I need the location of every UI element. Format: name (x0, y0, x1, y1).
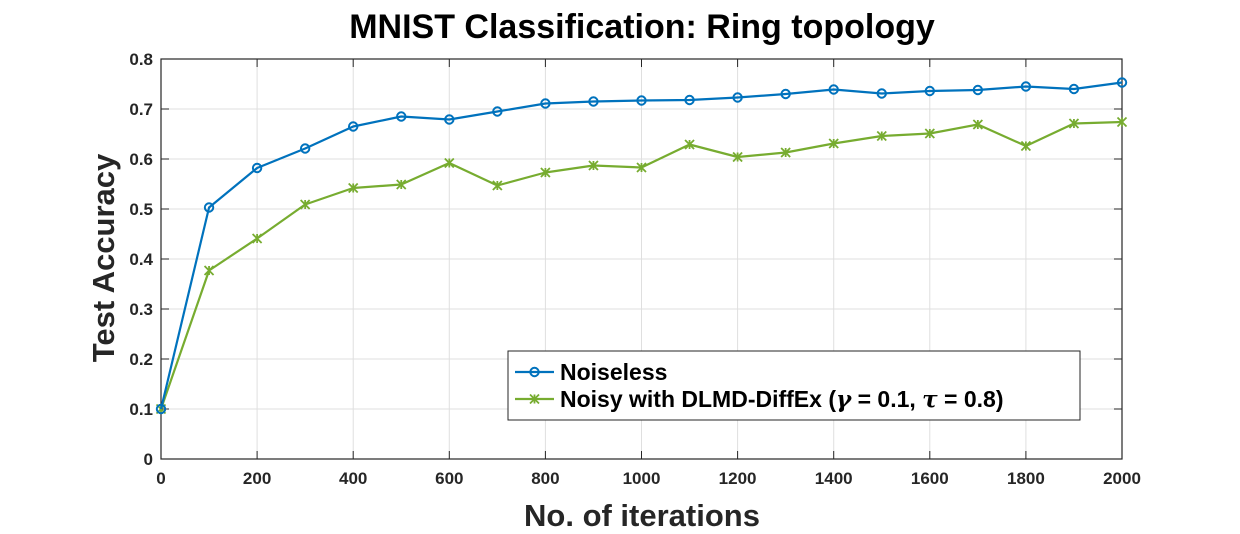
data-point (1020, 140, 1032, 152)
data-point (1068, 118, 1080, 129)
y-tick-labels: 0 0.1 0.2 0.3 0.4 0.5 0.6 0.7 0.8 (129, 50, 153, 469)
legend-swatch-marker (529, 366, 540, 378)
x-tick-label: 200 (243, 469, 271, 488)
data-point (444, 114, 455, 125)
data-point (299, 143, 311, 154)
series-line (159, 81, 1123, 410)
data-point (588, 96, 599, 107)
series-noisy (155, 116, 1128, 415)
data-point (972, 119, 983, 130)
data-point (540, 98, 551, 109)
data-point (540, 167, 551, 178)
y-tick-label: 0.7 (129, 100, 153, 119)
y-tick-label: 0.3 (129, 300, 153, 319)
y-axis-title: Test Accuracy (86, 153, 121, 362)
data-point (1020, 81, 1032, 92)
x-tick-label: 600 (435, 469, 463, 488)
data-point (828, 84, 839, 95)
data-point (924, 128, 935, 139)
x-tick-labels: 0 200 400 600 800 1000 1200 1400 1600 1800 2000 (156, 469, 1141, 488)
data-point (972, 84, 984, 96)
data-point (732, 151, 743, 163)
legend-label: Noiseless (560, 359, 667, 385)
data-point (780, 88, 791, 100)
x-tick-label: 1400 (815, 469, 853, 488)
y-tick-label: 0 (144, 450, 153, 469)
data-point (684, 94, 695, 106)
y-tick-label: 0.2 (129, 350, 153, 369)
data-point (203, 202, 215, 213)
y-tick-label: 0.4 (129, 250, 153, 269)
data-point (636, 95, 647, 106)
legend-box (507, 350, 1081, 421)
legend-swatch-marker (529, 393, 540, 405)
data-point (684, 139, 695, 150)
data-point (203, 265, 215, 276)
data-point (636, 162, 647, 173)
x-tick-label: 1600 (911, 469, 949, 488)
data-point (396, 179, 407, 190)
data-point (492, 180, 503, 191)
data-point (588, 160, 599, 171)
data-point (1116, 77, 1128, 88)
x-tick-label: 1000 (623, 469, 661, 488)
x-tick-label: 0 (156, 469, 165, 488)
x-tick-label: 400 (339, 469, 367, 488)
y-tick-label: 0.6 (129, 150, 153, 169)
data-point (396, 111, 407, 122)
x-tick-label: 1200 (719, 469, 757, 488)
data-point (444, 157, 455, 169)
data-point (251, 162, 263, 174)
data-point (251, 233, 263, 244)
x-tick-label: 2000 (1103, 469, 1141, 488)
data-point (876, 88, 887, 99)
data-point (924, 85, 935, 97)
x-tick-label: 1800 (1007, 469, 1045, 488)
axis-ticks (160, 58, 1123, 460)
x-tick-label: 800 (531, 469, 559, 488)
data-point (828, 138, 839, 149)
data-point (1116, 116, 1128, 128)
series-noiseless (155, 77, 1128, 415)
data-point (780, 147, 791, 158)
y-tick-label: 0.1 (129, 400, 153, 419)
data-point (348, 182, 359, 194)
data-point (492, 106, 503, 117)
legend-label: Noisy with DLMD-DiffEx (γ = 0.1, τ = 0.8… (560, 386, 1004, 413)
data-point (876, 130, 887, 142)
y-tick-label: 0.5 (129, 200, 153, 219)
data-point (732, 92, 743, 103)
series-layer (155, 77, 1128, 415)
data-point (155, 403, 167, 415)
data-point (1068, 83, 1080, 95)
y-tick-label: 0.8 (129, 50, 153, 69)
chart-title: MNIST Classification: Ring topology (349, 8, 935, 46)
x-axis-title: No. of iterations (524, 498, 760, 533)
data-point (300, 199, 311, 210)
data-point (348, 121, 359, 132)
